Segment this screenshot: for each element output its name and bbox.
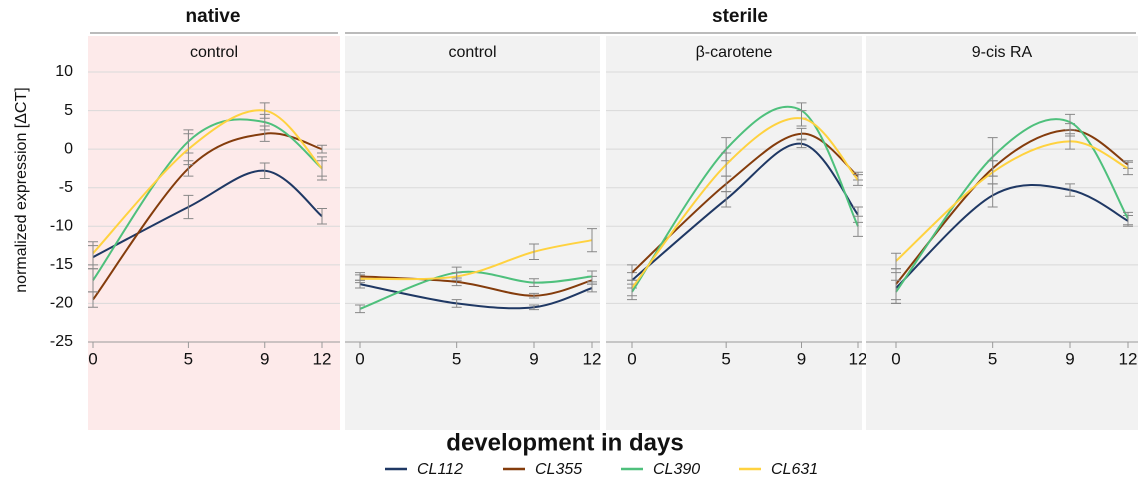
error-bar <box>259 162 270 179</box>
error-bar <box>853 215 863 237</box>
error-bar <box>317 208 327 225</box>
y-tick-label: 0 <box>64 140 73 157</box>
panel-background <box>606 36 862 430</box>
y-tick-label: -5 <box>59 179 73 196</box>
error-bar <box>451 299 462 308</box>
series-line <box>92 118 323 281</box>
error-bar <box>721 152 732 177</box>
error-bar <box>1123 211 1133 226</box>
x-tick-label: 9 <box>260 349 269 368</box>
series-line <box>895 184 1129 289</box>
x-tick-label: 9 <box>529 349 538 368</box>
series-line <box>359 275 593 297</box>
series-line <box>92 169 323 259</box>
error-bar <box>891 252 901 270</box>
error-bar <box>1065 183 1075 197</box>
error-bar <box>1065 133 1075 150</box>
x-tick-label: 5 <box>721 349 730 368</box>
x-tick-label: 12 <box>1119 349 1138 368</box>
error-bar <box>529 278 539 287</box>
panel-background <box>88 36 340 430</box>
legend-label: CL631 <box>771 461 818 478</box>
y-tick-label: -15 <box>50 256 73 273</box>
x-tick-label: 5 <box>184 349 193 368</box>
error-bar <box>183 133 194 166</box>
series-line <box>631 105 859 293</box>
error-bar <box>1065 113 1075 131</box>
error-bar <box>796 139 807 149</box>
legend-label: CL112 <box>417 461 463 478</box>
error-bar <box>1123 161 1133 176</box>
x-tick-label: 5 <box>988 349 997 368</box>
group-label: sterile <box>712 6 768 27</box>
x-tick-label: 5 <box>452 349 461 368</box>
error-bar <box>88 268 98 293</box>
x-tick-label: 0 <box>88 349 97 368</box>
x-tick-label: 0 <box>891 349 900 368</box>
x-tick-label: 9 <box>1065 349 1074 368</box>
error-bar <box>259 102 270 119</box>
y-tick-label: 5 <box>64 102 73 119</box>
panel-title: β-carotene <box>696 44 773 61</box>
error-bar <box>355 304 365 314</box>
error-bar <box>317 144 327 154</box>
y-axis-label: normalized expression [ΔCT] <box>13 87 30 292</box>
error-bar <box>529 243 539 260</box>
y-tick-label: -20 <box>50 295 73 312</box>
error-bar <box>987 160 998 185</box>
x-tick-label: 0 <box>355 349 364 368</box>
panel-title: 9-cis RA <box>972 44 1033 61</box>
panel-title: control <box>448 44 496 61</box>
error-bar <box>587 228 597 253</box>
series-line <box>359 239 593 281</box>
error-bar <box>853 174 863 186</box>
y-tick-label: -25 <box>50 333 73 350</box>
legend-label: CL390 <box>653 461 700 478</box>
panel-title: control <box>190 44 238 61</box>
series-line <box>631 142 859 282</box>
x-tick-label: 12 <box>849 349 868 368</box>
x-tick-label: 0 <box>627 349 636 368</box>
x-tick-label: 9 <box>797 349 806 368</box>
series-line <box>895 118 1129 293</box>
error-bar <box>796 127 807 140</box>
series-line <box>895 140 1129 262</box>
panel-background <box>345 36 600 430</box>
error-bar <box>891 279 901 304</box>
error-bar <box>796 110 807 127</box>
error-bar <box>529 304 539 311</box>
x-tick-label: 12 <box>583 349 602 368</box>
y-tick-label: -10 <box>50 218 73 235</box>
error-bar <box>627 279 637 297</box>
x-tick-label: 12 <box>313 349 332 368</box>
error-bar <box>355 274 365 284</box>
error-bar <box>451 272 462 281</box>
error-bar <box>183 194 194 220</box>
series-line <box>92 109 323 254</box>
error-bar <box>529 292 539 299</box>
y-tick-label: 10 <box>55 63 73 80</box>
legend-label: CL355 <box>535 461 582 478</box>
error-bar <box>587 270 597 283</box>
error-bar <box>317 156 327 181</box>
panel-background <box>866 36 1138 430</box>
error-bar <box>88 241 98 266</box>
group-label: native <box>186 6 241 27</box>
series-line <box>359 270 593 310</box>
x-axis-label: development in days <box>446 429 683 456</box>
series-line <box>631 117 859 289</box>
